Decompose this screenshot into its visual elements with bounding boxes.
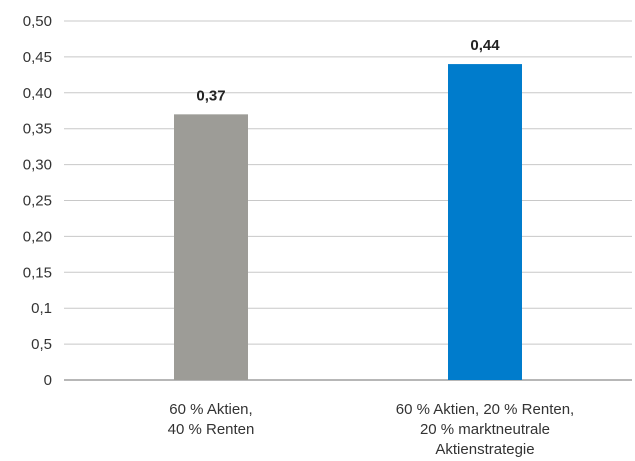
bars bbox=[174, 64, 522, 380]
y-tick-label: 0,50 bbox=[23, 13, 52, 30]
y-tick-label: 0,20 bbox=[23, 228, 52, 245]
y-tick-label: 0,1 bbox=[31, 300, 52, 317]
data-labels: 0,37 0,44 bbox=[196, 37, 500, 104]
y-tick-label: 0,40 bbox=[23, 85, 52, 102]
y-tick-label: 0 bbox=[44, 372, 52, 389]
y-tick-label: 0,25 bbox=[23, 193, 52, 210]
bar bbox=[174, 114, 248, 380]
y-tick-label: 0,35 bbox=[23, 121, 52, 138]
x-tick-label: 60 % Aktien, 40 % Renten bbox=[168, 401, 255, 438]
y-tick-label: 0,5 bbox=[31, 336, 52, 353]
bar-value-label: 0,37 bbox=[196, 87, 225, 104]
x-axis: 60 % Aktien, 40 % Renten 60 % Aktien, 20 %… bbox=[168, 401, 575, 458]
bar-value-label: 0,44 bbox=[470, 37, 500, 54]
x-tick-label: 60 % Aktien, 20 % Renten, 20 % marktneutr… bbox=[396, 401, 574, 458]
bar bbox=[448, 64, 522, 380]
y-axis: 0 0,5 0,1 0,15 0,20 0,25 0,30 0,35 0,40 0,45 0,50 bbox=[23, 13, 632, 389]
gridlines bbox=[64, 20, 632, 345]
y-tick-label: 0,45 bbox=[23, 49, 52, 66]
y-tick-label: 0,15 bbox=[23, 264, 52, 281]
y-tick-label: 0,30 bbox=[23, 157, 52, 174]
